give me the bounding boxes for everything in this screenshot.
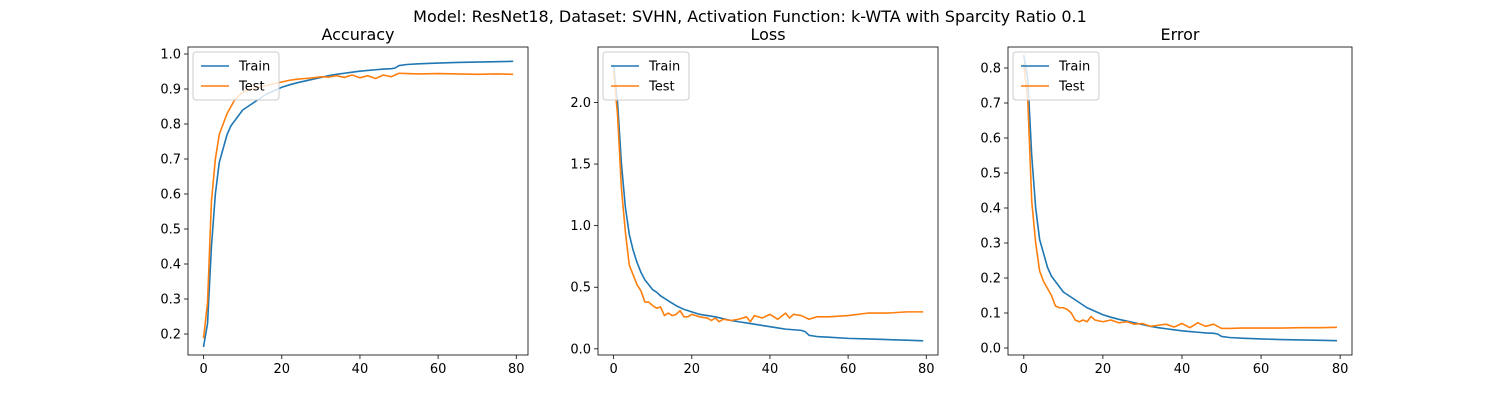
legend-label: Test bbox=[238, 80, 265, 95]
x-tick-label: 0 bbox=[199, 362, 207, 377]
subplot-loss: Loss 0 20 40 60 80 0.0 0.5 1.0 1.5 2.0 Train Test bbox=[570, 25, 939, 377]
x-tick-label: 40 bbox=[352, 362, 369, 377]
x-tick-label: 0 bbox=[1020, 362, 1028, 377]
y-tick-label: 0.2 bbox=[980, 272, 1001, 287]
axes-frame bbox=[187, 46, 529, 356]
y-tick-label: 0.3 bbox=[980, 237, 1001, 252]
series-line-test bbox=[612, 70, 924, 323]
series-line-test bbox=[202, 72, 514, 339]
x-tick-label: 60 bbox=[840, 362, 857, 377]
x-tick-label: 20 bbox=[684, 362, 701, 377]
axes-frame bbox=[597, 46, 939, 356]
axes-title: Accuracy bbox=[321, 25, 394, 44]
legend-label: Train bbox=[648, 60, 680, 75]
x-tick-label: 40 bbox=[762, 362, 779, 377]
y-tick-label: 0.5 bbox=[980, 167, 1001, 182]
y-tick-label: 0.8 bbox=[160, 118, 181, 133]
y-tick-label: 0.6 bbox=[160, 188, 181, 203]
series-line-train bbox=[1022, 54, 1337, 342]
series-line-train bbox=[202, 60, 514, 348]
y-tick-label: 2.0 bbox=[570, 96, 591, 111]
legend-label: Test bbox=[1058, 80, 1085, 95]
y-tick-label: 1.5 bbox=[570, 158, 591, 173]
subplot-error: Error 0 20 40 60 80 0.0 0.1 0.2 0.3 0.4 0.5 0.6 0.7 0.… bbox=[980, 25, 1353, 377]
x-tick-label: 80 bbox=[1332, 362, 1349, 377]
x-tick-label: 60 bbox=[1253, 362, 1270, 377]
y-tick-label: 0.4 bbox=[160, 258, 181, 273]
series-group bbox=[1022, 54, 1337, 342]
y-tick-label: 0.4 bbox=[980, 202, 1001, 217]
y-tick-label: 0.0 bbox=[570, 342, 591, 357]
x-tick-label: 0 bbox=[609, 362, 617, 377]
y-tick-label: 0.6 bbox=[980, 132, 1001, 147]
x-tick-label: 20 bbox=[1095, 362, 1112, 377]
legend-label: Train bbox=[238, 60, 270, 75]
y-tick-label: 0.3 bbox=[160, 293, 181, 308]
legend: Train Test bbox=[192, 51, 280, 101]
legend: Train Test bbox=[1012, 51, 1100, 101]
x-tick-label: 80 bbox=[508, 362, 525, 377]
y-tick-label: 0.5 bbox=[570, 281, 591, 296]
y-tick-label: 0.5 bbox=[160, 223, 181, 238]
legend-box bbox=[602, 51, 690, 101]
y-tick-label: 0.1 bbox=[980, 307, 1001, 322]
subplots: Accuracy 0 20 40 60 80 0.2 0.3 0.4 0.5 0.6 0.7 0.8 0.… bbox=[160, 25, 1353, 377]
y-tick-label: 0.8 bbox=[980, 62, 1001, 77]
axes-frame bbox=[1007, 46, 1353, 356]
legend: Train Test bbox=[602, 51, 690, 101]
legend-box bbox=[192, 51, 280, 101]
subplot-accuracy: Accuracy 0 20 40 60 80 0.2 0.3 0.4 0.5 0.6 0.7 0.8 0.… bbox=[160, 25, 529, 377]
legend-label: Train bbox=[1058, 60, 1090, 75]
y-tick-label: 0.7 bbox=[980, 97, 1001, 112]
y-tick-label: 0.2 bbox=[160, 328, 181, 343]
x-tick-label: 20 bbox=[274, 362, 291, 377]
x-tick-label: 80 bbox=[918, 362, 935, 377]
axes-title: Error bbox=[1161, 25, 1200, 44]
y-tick-label: 1.0 bbox=[160, 48, 181, 63]
series-line-train bbox=[612, 64, 924, 342]
figure-title: Model: ResNet18, Dataset: SVHN, Activati… bbox=[413, 7, 1087, 26]
series-group bbox=[612, 64, 924, 342]
y-tick-label: 0.9 bbox=[160, 83, 181, 98]
legend-label: Test bbox=[648, 80, 675, 95]
x-tick-label: 40 bbox=[1174, 362, 1191, 377]
x-tick-label: 60 bbox=[430, 362, 447, 377]
axes-title: Loss bbox=[750, 25, 785, 44]
y-tick-label: 1.0 bbox=[570, 219, 591, 234]
y-tick-label: 0.7 bbox=[160, 153, 181, 168]
legend-box bbox=[1012, 51, 1100, 101]
series-line-test bbox=[1022, 63, 1337, 330]
y-tick-label: 0.0 bbox=[980, 342, 1001, 357]
series-group bbox=[202, 60, 514, 348]
